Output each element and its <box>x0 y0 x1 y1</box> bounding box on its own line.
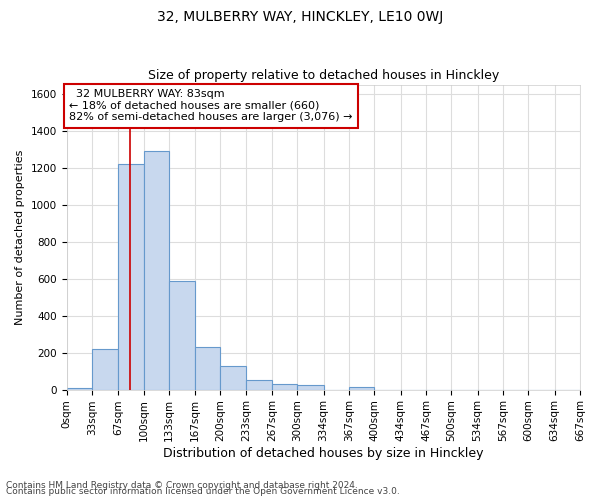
Title: Size of property relative to detached houses in Hinckley: Size of property relative to detached ho… <box>148 69 499 82</box>
Bar <box>169 280 195 390</box>
Bar <box>195 347 220 390</box>
Text: 32, MULBERRY WAY, HINCKLEY, LE10 0WJ: 32, MULBERRY WAY, HINCKLEY, LE10 0WJ <box>157 10 443 24</box>
Bar <box>67 388 92 390</box>
Text: Contains HM Land Registry data © Crown copyright and database right 2024.: Contains HM Land Registry data © Crown c… <box>6 481 358 490</box>
Bar <box>298 385 323 390</box>
Bar <box>220 366 246 390</box>
Y-axis label: Number of detached properties: Number of detached properties <box>15 150 25 325</box>
Bar <box>118 164 143 390</box>
Bar <box>246 380 272 390</box>
Text: 32 MULBERRY WAY: 83sqm
← 18% of detached houses are smaller (660)
82% of semi-de: 32 MULBERRY WAY: 83sqm ← 18% of detached… <box>69 89 353 122</box>
Bar <box>143 151 169 390</box>
Bar <box>92 349 118 390</box>
Bar <box>349 387 374 390</box>
Bar <box>272 384 298 390</box>
Text: Contains public sector information licensed under the Open Government Licence v3: Contains public sector information licen… <box>6 487 400 496</box>
X-axis label: Distribution of detached houses by size in Hinckley: Distribution of detached houses by size … <box>163 447 484 460</box>
